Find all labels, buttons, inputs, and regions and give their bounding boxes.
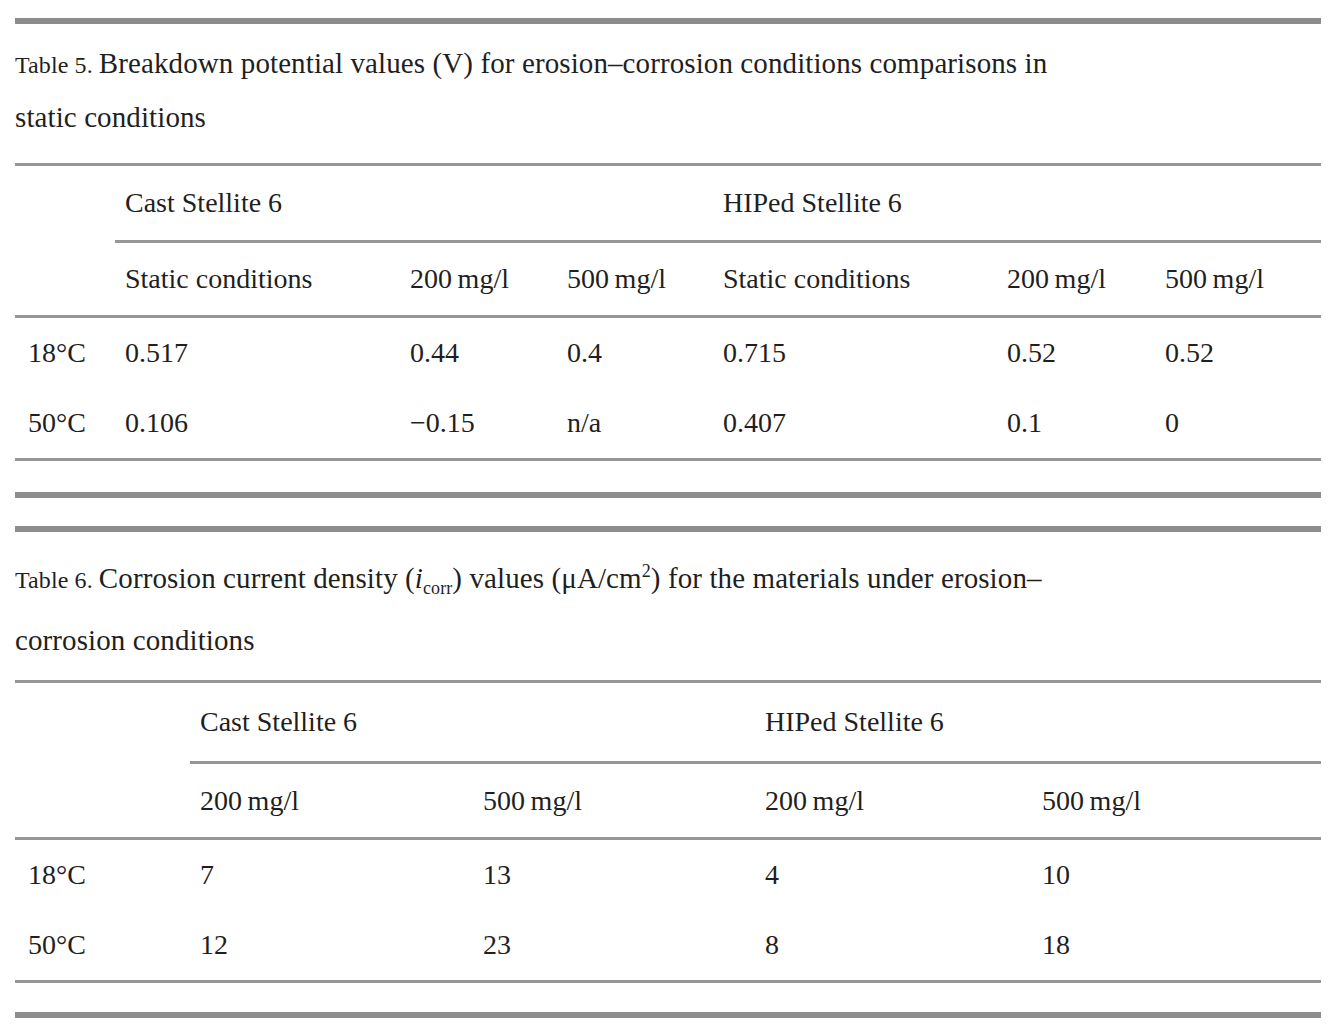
table5-row-label: 18°C — [15, 318, 115, 388]
table5-top-rule — [15, 18, 1321, 24]
table6-caption: Table 6. Corrosion current density (icor… — [15, 545, 1321, 666]
table5-cell: 0.52 — [1155, 318, 1321, 388]
table5-cell: n/a — [557, 388, 713, 458]
table5-column-header: 200 mg/l — [997, 243, 1155, 315]
table5-cell: 0.715 — [713, 318, 997, 388]
table6-cell: 23 — [473, 910, 755, 980]
table5-cell: 0.1 — [997, 388, 1155, 458]
table5-cell: 0.106 — [115, 388, 400, 458]
table6-column-header: 200 mg/l — [755, 764, 1032, 837]
table5-grid: Cast Stellite 6 HIPed Stellite 6 Static … — [15, 163, 1321, 461]
table5-column-header: 200 mg/l — [400, 243, 557, 315]
table6-row-label: 18°C — [15, 840, 190, 910]
table5-end-rule — [15, 492, 1321, 498]
table6-group-header-cast: Cast Stellite 6 — [190, 683, 755, 761]
table5-cell: 0.517 — [115, 318, 400, 388]
table6-column-header: 200 mg/l — [190, 764, 473, 837]
table6-column-header: 500 mg/l — [1032, 764, 1321, 837]
table5-group-header-cast: Cast Stellite 6 — [115, 166, 713, 240]
table6-group-header-hiped: HIPed Stellite 6 — [755, 683, 1321, 761]
table6-block: Table 6. Corrosion current density (icor… — [15, 526, 1321, 1018]
table5-block: Table 5. Breakdown potential values (V) … — [15, 18, 1321, 498]
table5-bottom-rule — [15, 458, 1321, 461]
table6-cell: 18 — [1032, 910, 1321, 980]
table5-caption: Table 5. Breakdown potential values (V) … — [15, 37, 1321, 143]
table5-cell: −0.15 — [400, 388, 557, 458]
table5-cell: 0.407 — [713, 388, 997, 458]
table5-column-header: 500 mg/l — [557, 243, 713, 315]
table6-end-rule — [15, 1012, 1321, 1018]
table6-grid: Cast Stellite 6 HIPed Stellite 6 200 mg/… — [15, 680, 1321, 983]
table5-cell: 0.52 — [997, 318, 1155, 388]
table5-row-label: 50°C — [15, 388, 115, 458]
table6-cell: 10 — [1032, 840, 1321, 910]
table6-cell: 8 — [755, 910, 1032, 980]
table5-column-header: Static conditions — [115, 243, 400, 315]
table6-cell: 4 — [755, 840, 1032, 910]
table6-cell: 7 — [190, 840, 473, 910]
table6-cell: 13 — [473, 840, 755, 910]
table6-bottom-rule — [15, 980, 1321, 983]
table5-cell: 0.4 — [557, 318, 713, 388]
table5-cell: 0 — [1155, 388, 1321, 458]
page: Table 5. Breakdown potential values (V) … — [0, 0, 1336, 1032]
table6-top-rule — [15, 526, 1321, 532]
table5-column-header: Static conditions — [713, 243, 997, 315]
table6-row-label: 50°C — [15, 910, 190, 980]
table5-group-header-hiped: HIPed Stellite 6 — [713, 166, 1321, 240]
table5-cell: 0.44 — [400, 318, 557, 388]
table5-column-header: 500 mg/l — [1155, 243, 1321, 315]
table6-cell: 12 — [190, 910, 473, 980]
table6-column-header: 500 mg/l — [473, 764, 755, 837]
